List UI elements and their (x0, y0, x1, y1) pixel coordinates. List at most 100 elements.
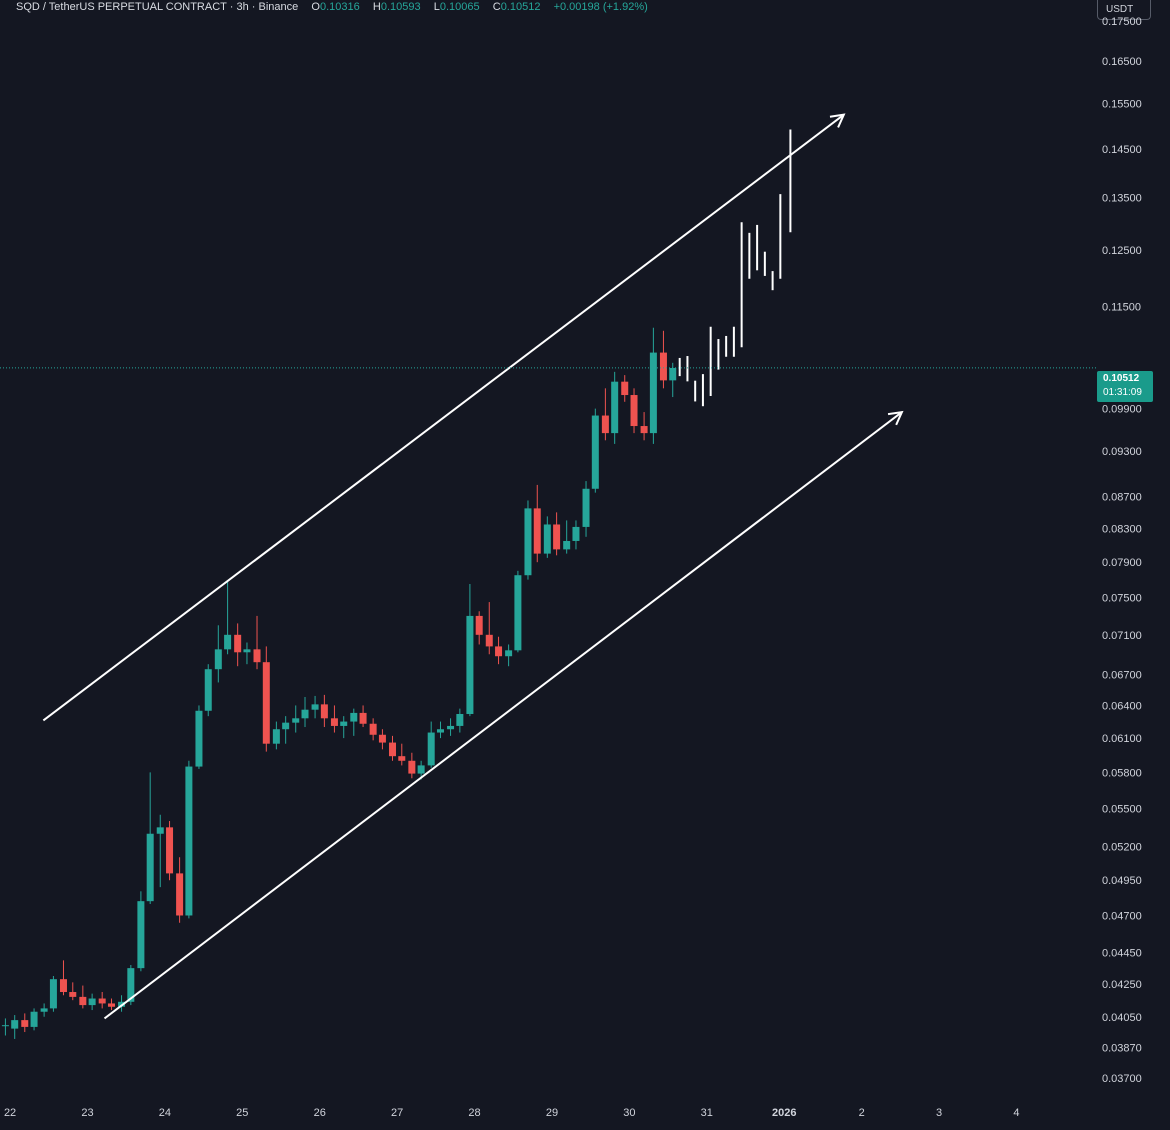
candle (553, 512, 561, 556)
candle-body (398, 756, 406, 761)
time-axis[interactable]: 22 23 24 25 26 27 28 29 30 31 2026 2 3 4 (4, 1107, 1020, 1119)
candle-body (466, 615, 474, 714)
candle (59, 960, 67, 996)
candle-body (621, 381, 629, 396)
candle-body (320, 704, 328, 719)
candle (195, 705, 203, 769)
candle (447, 718, 455, 736)
last-price-badge: 0.10512 01:31:09 (1097, 371, 1153, 402)
candle-body (340, 721, 348, 726)
last-price-value: 0.10512 (1103, 373, 1140, 384)
candle (456, 708, 464, 733)
candle-body (11, 1020, 19, 1029)
price-tick: 0.04450 (1102, 948, 1142, 960)
price-tick: 0.03870 (1102, 1043, 1142, 1055)
candle (311, 695, 319, 719)
candle (572, 520, 580, 550)
candle-body (417, 765, 425, 774)
channel-arrowhead-upper (829, 113, 846, 128)
channel-line-lower[interactable] (103, 411, 903, 1020)
candle (524, 500, 532, 580)
interval-label[interactable]: 3h (236, 1, 249, 13)
price-tick: 0.06700 (1102, 669, 1142, 681)
candle-body (195, 710, 203, 767)
candle (436, 721, 444, 739)
open-label: O (311, 1, 320, 13)
price-tick: 0.04050 (1102, 1012, 1142, 1024)
price-tick: 0.04950 (1102, 875, 1142, 887)
candle-body (176, 873, 184, 916)
candle-body (204, 669, 212, 711)
candle (630, 388, 638, 434)
candle-body (582, 488, 590, 527)
candle-body (146, 833, 154, 902)
candle (166, 821, 174, 881)
candle-body (301, 709, 309, 719)
candle-body (292, 718, 300, 723)
candle (514, 570, 522, 653)
time-tick: 27 (391, 1107, 403, 1119)
candle-body (611, 381, 619, 434)
candle-body (311, 704, 319, 710)
candle (350, 708, 358, 736)
price-tick: 0.03700 (1102, 1073, 1142, 1085)
time-tick: 24 (159, 1107, 171, 1119)
price-tick: 0.16500 (1102, 56, 1142, 68)
close-label: C (492, 1, 501, 13)
price-tick: 0.08300 (1102, 524, 1142, 536)
channel-line-upper[interactable] (42, 113, 845, 722)
candle-body (79, 996, 87, 1006)
channel-drawing[interactable] (42, 113, 904, 1020)
candle-body (282, 722, 290, 730)
candle (282, 716, 290, 744)
candle (582, 481, 590, 537)
time-tick: 23 (81, 1107, 93, 1119)
price-tick: 0.11500 (1102, 302, 1141, 314)
price-tick: 0.15500 (1102, 99, 1142, 111)
candle (359, 705, 367, 728)
candle-body (408, 760, 416, 774)
candle (146, 772, 154, 905)
candle (369, 718, 377, 741)
candle-body (388, 742, 396, 757)
candle-body (30, 1011, 38, 1027)
candle (495, 636, 503, 665)
candle (330, 705, 338, 733)
candle (1, 1018, 9, 1036)
candle-body (224, 634, 232, 650)
high-label: H (372, 1, 381, 13)
price-tick: 0.17500 (1102, 16, 1142, 28)
time-tick: 30 (623, 1107, 635, 1119)
candle-body (253, 649, 261, 663)
candle (204, 664, 212, 717)
time-tick: 2 (859, 1107, 865, 1119)
candle-body (166, 827, 174, 874)
price-axis[interactable]: 0.17500 0.16500 0.15500 0.14500 0.13500 0.125… (1102, 16, 1142, 1085)
candle (137, 891, 145, 972)
currency-button[interactable]: USDT (1097, 0, 1151, 20)
candle (649, 327, 657, 444)
candle-body (369, 723, 377, 735)
price-tick: 0.09900 (1102, 404, 1142, 416)
candle (417, 760, 425, 780)
candle (79, 985, 87, 1009)
candle (505, 644, 513, 667)
candle-body (505, 650, 513, 657)
candle (234, 623, 242, 667)
candle (427, 721, 435, 768)
symbol-info-bar: SQD / TetherUS PERPETUAL CONTRACT · 3h ·… (16, 1, 648, 13)
time-tick: 4 (1013, 1107, 1019, 1119)
candle-body (98, 998, 106, 1004)
symbol-name[interactable]: SQD / TetherUS PERPETUAL CONTRACT (16, 1, 227, 13)
candle-body (563, 540, 571, 550)
time-tick: 28 (468, 1107, 480, 1119)
candle-body (543, 524, 551, 554)
candle (185, 760, 193, 919)
price-tick: 0.06100 (1102, 733, 1142, 745)
candle-body (447, 725, 455, 730)
candle (378, 729, 386, 750)
candle (49, 975, 57, 1012)
candle-body (243, 649, 251, 653)
candle-body (572, 526, 580, 541)
